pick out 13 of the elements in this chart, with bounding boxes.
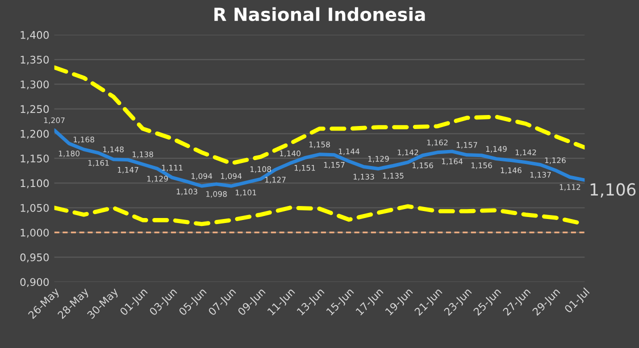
y-tick-label: 1,150 bbox=[20, 154, 49, 164]
y-tick-label: 1,400 bbox=[20, 31, 49, 40]
y-tick-label: 1,250 bbox=[20, 105, 49, 114]
y-tick-label: 1,100 bbox=[20, 179, 49, 188]
y-tick-label: 1,200 bbox=[20, 130, 49, 139]
y-tick-label: 1,350 bbox=[20, 56, 49, 65]
data-label: 1,106 bbox=[590, 183, 636, 198]
y-tick-label: 1,000 bbox=[20, 228, 49, 238]
chart-title: R Nasional Indonesia bbox=[214, 7, 425, 22]
y-tick-label: 0,950 bbox=[20, 253, 49, 262]
y-tick-label: 1,050 bbox=[20, 204, 49, 213]
y-tick-label: 1,300 bbox=[20, 80, 49, 90]
y-tick-label: 0,900 bbox=[20, 278, 49, 288]
